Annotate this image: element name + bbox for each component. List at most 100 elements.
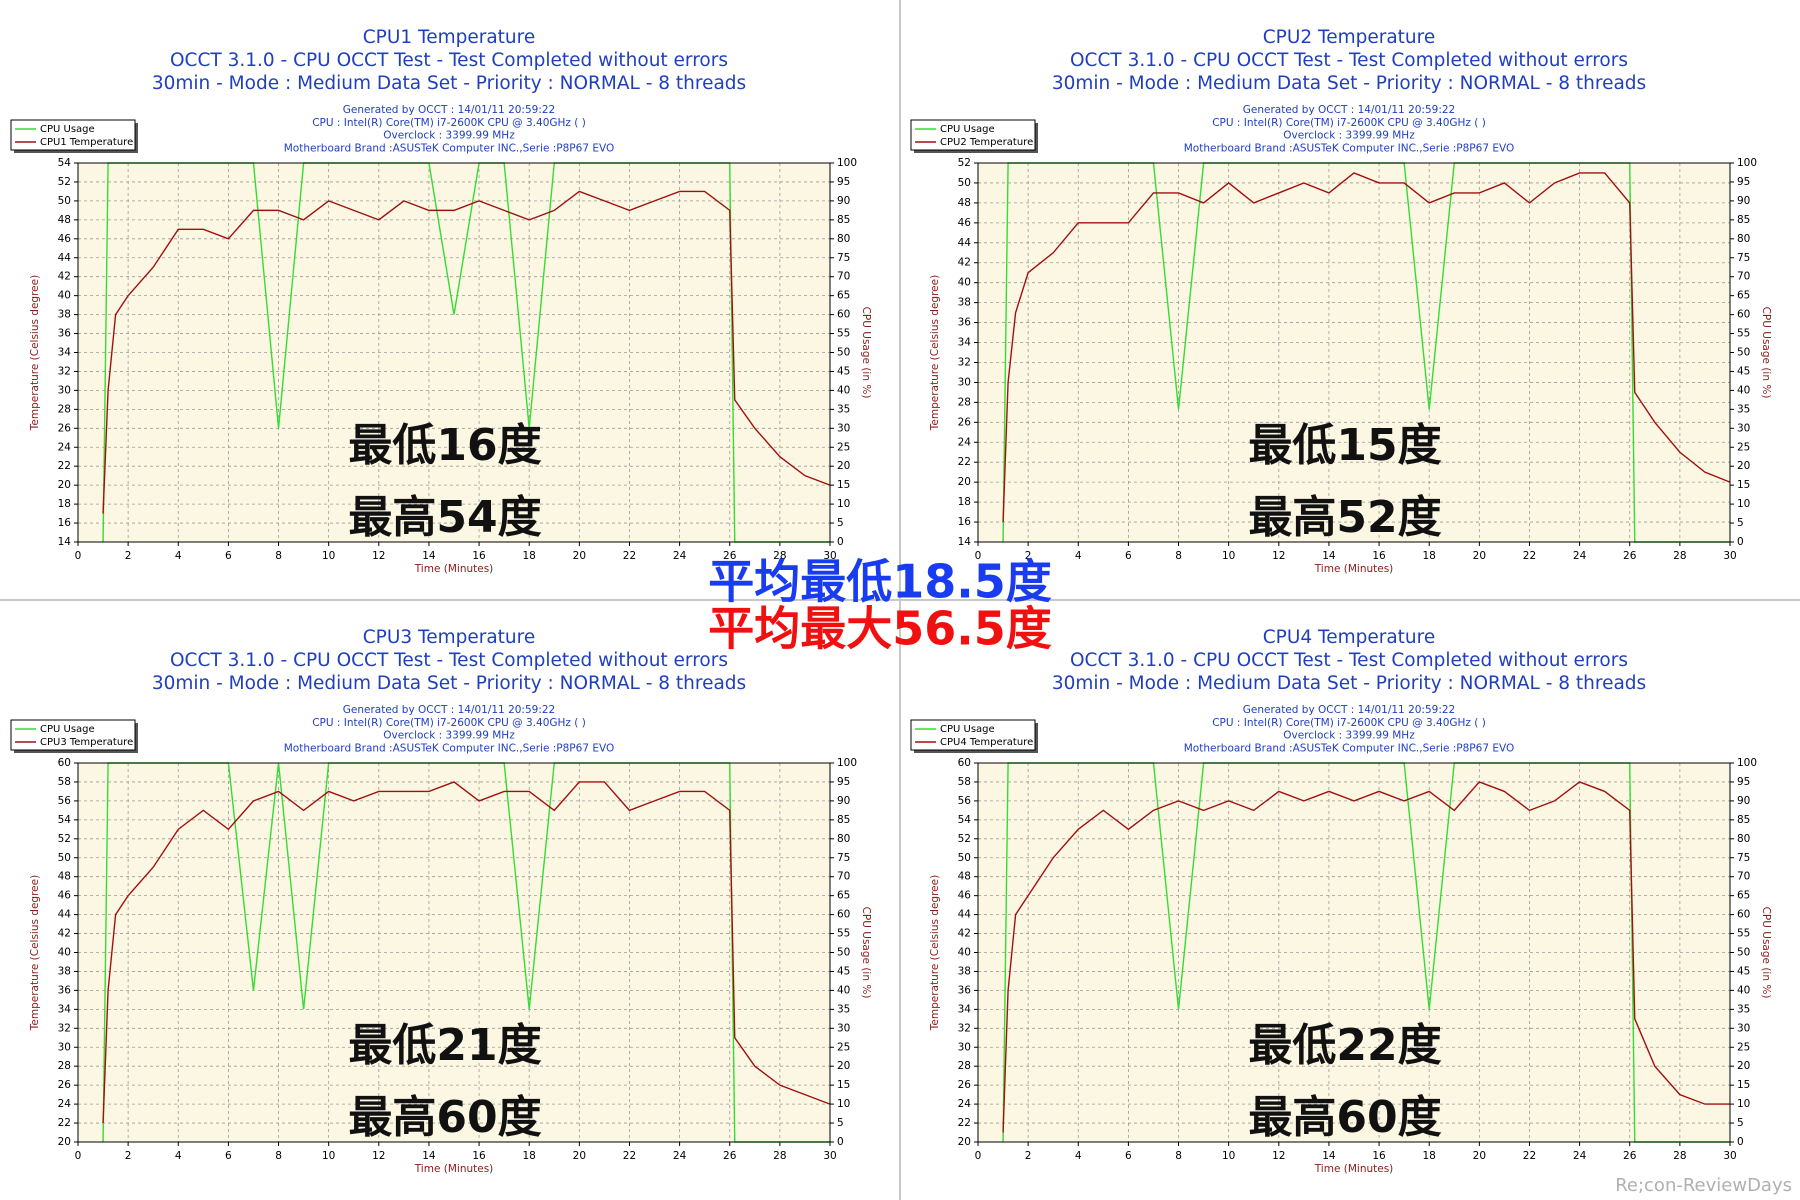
- y-tick-label: 46: [58, 890, 72, 902]
- y-tick-label: 32: [958, 1022, 971, 1034]
- annotation: 最低16度: [348, 420, 541, 471]
- y2-tick-label: 15: [837, 479, 850, 491]
- y2-tick-label: 5: [1737, 517, 1744, 529]
- x-tick-label: 20: [573, 1150, 586, 1162]
- x-tick-label: 20: [1473, 550, 1486, 562]
- x-tick-label: 22: [623, 1150, 636, 1162]
- y2-tick-label: 75: [1737, 252, 1750, 264]
- y2-tick-label: 30: [1737, 1022, 1750, 1034]
- x-tick-label: 24: [1573, 1150, 1587, 1162]
- y2-tick-label: 65: [837, 890, 850, 902]
- chart-subtitle: OCCT 3.1.0 - CPU OCCT Test - Test Comple…: [1070, 50, 1628, 71]
- y2-tick-label: 60: [837, 909, 850, 921]
- chart-title: CPU3 Temperature: [363, 627, 535, 648]
- y-tick-label: 24: [958, 436, 972, 448]
- annotation: 最高60度: [1248, 1092, 1441, 1143]
- x-tick-label: 10: [322, 550, 335, 562]
- annotation: 最低22度: [1248, 1020, 1441, 1071]
- y-tick-label: 22: [58, 460, 71, 472]
- y-tick-label: 48: [58, 871, 71, 883]
- y2-tick-label: 45: [1737, 365, 1750, 377]
- y2-tick-label: 30: [1737, 422, 1750, 434]
- y2-tick-label: 40: [837, 984, 850, 996]
- y2-axis-title: CPU Usage (in %): [1760, 307, 1772, 399]
- y-tick-label: 40: [958, 947, 971, 959]
- y2-tick-label: 25: [837, 441, 850, 453]
- x-tick-label: 2: [125, 1150, 132, 1162]
- x-tick-label: 8: [275, 550, 282, 562]
- chart-info: CPU : Intel(R) Core(TM) i7-2600K CPU @ 3…: [1212, 717, 1486, 729]
- y-tick-label: 26: [958, 416, 972, 428]
- y2-tick-label: 55: [1737, 928, 1750, 940]
- y-tick-label: 38: [958, 965, 971, 977]
- plot-border: [77, 162, 831, 543]
- chart-subtitle: 30min - Mode : Medium Data Set - Priorit…: [1052, 673, 1646, 694]
- x-tick-label: 18: [523, 1150, 536, 1162]
- y2-tick-label: 20: [837, 1060, 850, 1072]
- y2-tick-label: 10: [837, 498, 850, 510]
- legend-label: CPU2 Temperature: [940, 137, 1033, 148]
- x-tick-label: 12: [1272, 1150, 1285, 1162]
- average-min: 平均最低18.5度: [708, 555, 1052, 609]
- y2-tick-label: 70: [837, 271, 850, 283]
- y-tick-label: 48: [958, 197, 971, 209]
- y-tick-label: 32: [58, 1022, 71, 1034]
- y2-tick-label: 5: [1737, 1117, 1744, 1129]
- x-tick-label: 16: [472, 1150, 486, 1162]
- legend-box: [910, 719, 1036, 751]
- x-tick-label: 8: [1175, 1150, 1182, 1162]
- x-tick-label: 26: [1623, 1150, 1637, 1162]
- x-tick-label: 2: [1025, 1150, 1032, 1162]
- y-tick-label: 16: [58, 517, 72, 529]
- x-tick-label: 6: [1125, 1150, 1132, 1162]
- watermark: Re;con-ReviewDays: [1615, 1175, 1792, 1196]
- y2-tick-label: 90: [1737, 795, 1750, 807]
- chart-info: Motherboard Brand :ASUSTeK Computer INC.…: [1184, 742, 1514, 754]
- x-tick-label: 18: [1423, 550, 1436, 562]
- y-tick-label: 32: [58, 365, 71, 377]
- y2-tick-label: 80: [837, 233, 850, 245]
- y-tick-label: 42: [58, 271, 71, 283]
- y2-tick-label: 15: [1737, 1079, 1750, 1091]
- y-tick-label: 50: [958, 177, 971, 189]
- y-tick-label: 52: [958, 833, 971, 845]
- y-tick-label: 16: [958, 516, 972, 528]
- y2-tick-label: 60: [837, 309, 850, 321]
- y2-tick-label: 35: [837, 1003, 850, 1015]
- y-tick-label: 52: [58, 833, 71, 845]
- y-tick-label: 58: [58, 776, 71, 788]
- y2-tick-label: 75: [837, 252, 850, 264]
- plot-border: [77, 762, 831, 1143]
- chart-info: Generated by OCCT : 14/01/11 20:59:22: [343, 104, 555, 116]
- y2-tick-label: 100: [1737, 757, 1757, 769]
- y2-tick-label: 25: [1737, 1041, 1750, 1053]
- y-tick-label: 36: [958, 984, 972, 996]
- y2-tick-label: 10: [837, 1098, 850, 1110]
- y-tick-label: 20: [58, 1136, 71, 1148]
- y-tick-label: 28: [958, 396, 971, 408]
- y2-tick-label: 100: [1737, 157, 1757, 169]
- x-tick-label: 4: [1075, 1150, 1082, 1162]
- y-tick-label: 54: [58, 157, 72, 169]
- y2-tick-label: 95: [1737, 776, 1750, 788]
- chart-subtitle: 30min - Mode : Medium Data Set - Priorit…: [152, 73, 746, 94]
- y2-tick-label: 65: [837, 290, 850, 302]
- average-max: 平均最大56.5度: [708, 602, 1052, 656]
- chart-info: CPU : Intel(R) Core(TM) i7-2600K CPU @ 3…: [312, 717, 586, 729]
- x-tick-label: 16: [472, 550, 486, 562]
- y2-tick-label: 100: [837, 757, 857, 769]
- y-tick-label: 18: [58, 498, 71, 510]
- chart-subtitle: OCCT 3.1.0 - CPU OCCT Test - Test Comple…: [1070, 650, 1628, 671]
- x-tick-label: 24: [673, 1150, 687, 1162]
- y-tick-label: 40: [958, 277, 971, 289]
- y2-tick-label: 85: [837, 814, 850, 826]
- plot-border: [977, 162, 1731, 543]
- y-tick-label: 26: [58, 422, 72, 434]
- x-tick-label: 24: [1573, 550, 1587, 562]
- y-tick-label: 20: [958, 476, 971, 488]
- y-tick-label: 28: [58, 403, 71, 415]
- x-tick-label: 4: [175, 1150, 182, 1162]
- y-tick-label: 50: [958, 852, 971, 864]
- x-tick-label: 8: [275, 1150, 282, 1162]
- y2-tick-label: 50: [837, 947, 850, 959]
